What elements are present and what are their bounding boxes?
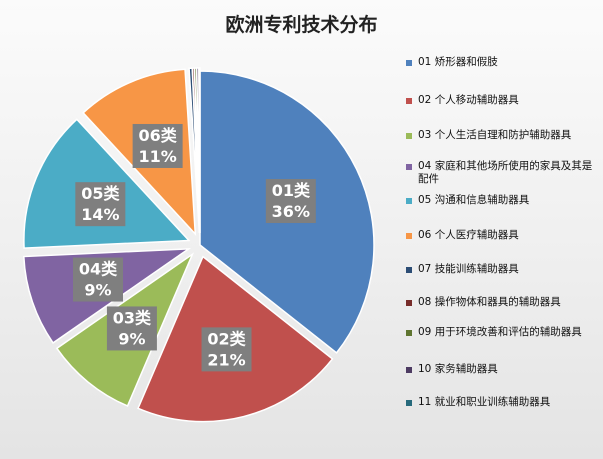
data-label-category: 03类 — [113, 308, 152, 327]
data-label-percent: 14% — [81, 205, 119, 224]
data-label-category: 04类 — [79, 260, 118, 279]
legend-label: 10 家务辅助器具 — [418, 363, 498, 375]
data-label-box — [75, 182, 126, 227]
legend-label: 09 用于环境改善和评估的辅助器具 — [418, 326, 582, 338]
data-label-percent: 36% — [272, 202, 310, 221]
legend-swatch — [406, 97, 412, 104]
legend-swatch — [406, 232, 412, 239]
legend-item-09: 09 用于环境改善和评估的辅助器具 — [406, 326, 601, 339]
data-label-percent: 9% — [118, 329, 145, 348]
legend-item-03: 03 个人生活自理和防护辅助器具 — [406, 129, 601, 142]
data-label-category: 02类 — [207, 329, 246, 348]
chart-title: 欧洲专利技术分布 — [225, 14, 378, 36]
data-label-percent: 11% — [138, 147, 176, 166]
legend-swatch — [406, 329, 412, 336]
data-label-box — [72, 257, 123, 302]
legend-label: 11 就业和职业训练辅助器具 — [418, 396, 551, 408]
data-label-box — [132, 123, 183, 168]
legend-item-02: 02 个人移动辅助器具 — [406, 94, 601, 107]
legend-swatch — [406, 266, 412, 273]
legend-label: 01 矫形器和假肢 — [418, 56, 498, 68]
legend-item-04: 04 家庭和其他场所使用的家具及其是配件 — [406, 160, 601, 186]
legend-item-07: 07 技能训练辅助器具 — [406, 263, 601, 276]
legend-label: 02 个人移动辅助器具 — [418, 94, 519, 106]
legend-item-08: 08 操作物体和器具的辅助器具 — [406, 296, 601, 309]
data-label-box — [265, 179, 316, 224]
legend-swatch — [406, 59, 412, 66]
data-label-category: 05类 — [81, 184, 120, 203]
data-label-category: 01类 — [272, 181, 311, 200]
legend-item-01: 01 矫形器和假肢 — [406, 56, 601, 69]
legend-swatch — [406, 366, 412, 373]
data-label-percent: 21% — [207, 350, 245, 369]
legend-item-10: 10 家务辅助器具 — [406, 363, 601, 376]
legend-label: 07 技能训练辅助器具 — [418, 263, 519, 275]
legend-swatch — [406, 299, 412, 306]
legend-label: 08 操作物体和器具的辅助器具 — [418, 296, 561, 308]
data-label-box — [106, 306, 157, 351]
legend-label: 04 家庭和其他场所使用的家具及其是配件 — [418, 160, 593, 185]
legend-label: 03 个人生活自理和防护辅助器具 — [418, 129, 572, 141]
data-label-box — [201, 327, 252, 372]
legend-item-06: 06 个人医疗辅助器具 — [406, 229, 601, 242]
legend-item-11: 11 就业和职业训练辅助器具 — [406, 396, 601, 409]
legend-swatch — [406, 132, 412, 139]
legend-swatch — [406, 197, 412, 204]
legend-item-05: 05 沟通和信息辅助器具 — [406, 194, 601, 207]
data-label-category: 06类 — [138, 126, 177, 145]
pie-slice-11 — [198, 67, 201, 234]
data-label-percent: 9% — [84, 281, 111, 300]
legend-swatch — [406, 163, 412, 170]
legend-label: 05 沟通和信息辅助器具 — [418, 194, 530, 206]
legend-label: 06 个人医疗辅助器具 — [418, 229, 519, 241]
legend-swatch — [406, 399, 412, 406]
